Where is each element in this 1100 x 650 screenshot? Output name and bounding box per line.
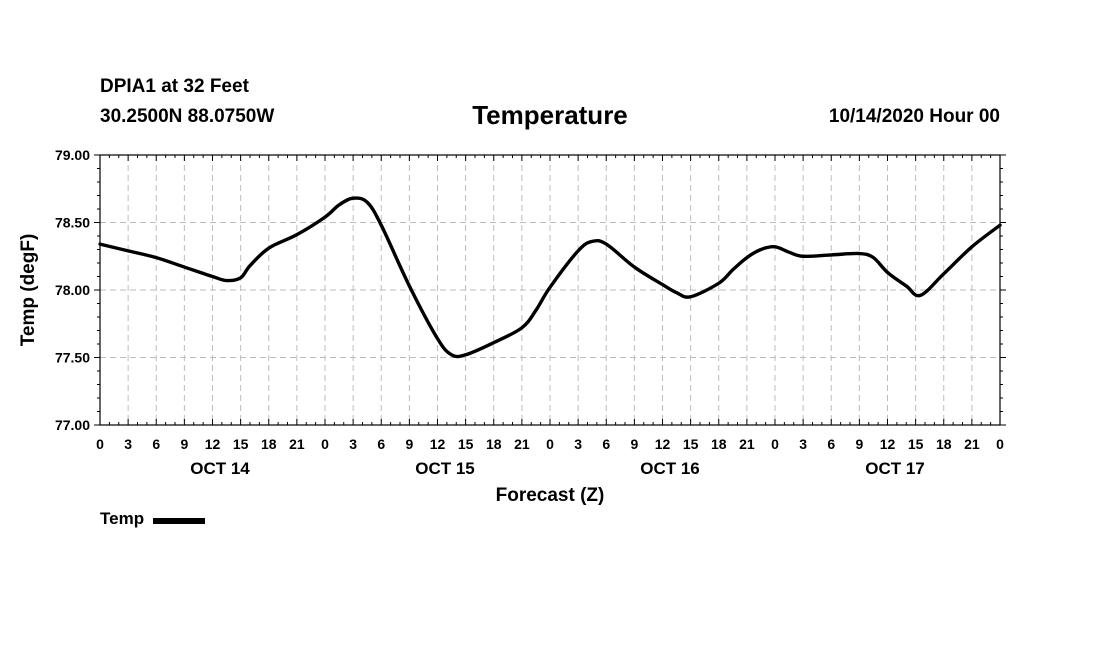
data-point-temp [662,284,663,285]
x-tick-label: 0 [996,436,1004,452]
x-tick-label: 15 [908,436,924,452]
data-point-temp [437,338,438,339]
data-point-temp [521,327,522,328]
y-tick-label: 77.50 [55,350,90,366]
data-point-temp [296,234,297,235]
data-point-temp [249,265,250,266]
data-point-temp [788,252,789,253]
station-coordinates: 30.2500N 88.0750W [100,106,275,127]
data-point-temp [887,272,888,273]
station-name: DPIA1 at 32 Feet [100,76,249,97]
x-tick-label: 18 [936,436,952,452]
x-tick-label: 12 [430,436,446,452]
data-point-temp [493,342,494,343]
x-tick-label: 15 [458,436,474,452]
x-tick-label: 6 [377,436,385,452]
data-point-temp [99,244,100,245]
data-point-temp [718,283,719,284]
data-point-temp [451,354,452,355]
data-point-temp [634,266,635,267]
x-tick-label: 3 [124,436,132,452]
date-label: OCT 14 [190,459,250,478]
y-tick-label: 78.00 [55,282,90,298]
x-tick-label: 9 [180,436,188,452]
x-tick-label: 6 [827,436,835,452]
x-tick-label: 21 [964,436,980,452]
x-tick-label: 18 [261,436,277,452]
date-label: OCT 15 [415,459,475,478]
x-tick-label: 3 [349,436,357,452]
data-point-temp [831,254,832,255]
legend-label-temp: Temp [100,509,145,528]
x-tick-label: 0 [546,436,554,452]
legend-swatch-temp [153,517,206,524]
x-tick-label: 0 [771,436,779,452]
data-point-temp [212,276,213,277]
x-tick-label: 9 [630,436,638,452]
y-tick-label: 79.00 [55,147,90,163]
x-tick-label: 6 [152,436,160,452]
x-tick-label: 6 [602,436,610,452]
date-label: OCT 17 [865,459,925,478]
x-tick-label: 0 [321,436,329,452]
data-point-temp [592,241,593,242]
data-point-temp [268,248,269,249]
forecast-issue-time: 10/14/2020 Hour 00 [828,106,1000,127]
x-tick-label: 12 [880,436,896,452]
data-point-temp [324,217,325,218]
x-tick-label: 18 [711,436,727,452]
data-point-temp [240,277,241,278]
date-label: OCT 16 [640,459,700,478]
data-point-temp [690,296,691,297]
data-point-temp [465,354,466,355]
x-tick-label: 21 [289,436,305,452]
data-point-temp [943,273,944,274]
x-tick-label: 9 [405,436,413,452]
data-point-temp [184,266,185,267]
data-point-temp [338,204,339,205]
y-axis-title: Temp (degF) [18,234,39,347]
x-tick-label: 21 [739,436,755,452]
data-point-temp [353,198,354,199]
data-point-temp [732,269,733,270]
x-tick-label: 12 [205,436,221,452]
x-tick-label: 18 [486,436,502,452]
data-point-temp [606,244,607,245]
x-tick-label: 9 [855,436,863,452]
x-tick-label: 15 [233,436,249,452]
chart-title: Temperature [472,100,628,130]
y-tick-label: 77.00 [55,417,90,433]
x-tick-label: 12 [655,436,671,452]
data-point-temp [803,256,804,257]
data-point-temp [999,225,1000,226]
x-axis-title: Forecast (Z) [496,485,605,506]
data-point-temp [746,257,747,258]
data-point-temp [971,246,972,247]
data-point-temp [128,250,129,251]
data-point-temp [676,292,677,293]
series-line-temp [98,196,1002,359]
legend: Temp [100,509,206,529]
data-point-temp [920,295,921,296]
data-point-temp [226,280,227,281]
x-tick-label: 15 [683,436,699,452]
data-point-temp [760,249,761,250]
x-tick-label: 3 [799,436,807,452]
data-point-temp [381,225,382,226]
x-tick-label: 21 [514,436,530,452]
x-tick-label: 3 [574,436,582,452]
x-tick-label: 0 [96,436,104,452]
data-point-temp [774,246,775,247]
data-point-temp [859,253,860,254]
data-point-temp [873,257,874,258]
data-point-temp [367,202,368,203]
data-point-temp [156,257,157,258]
data-point-temp [535,310,536,311]
data-point-temp [409,285,410,286]
data-point-temp [549,287,550,288]
data-point-temp [578,250,579,251]
y-tick-label: 78.50 [55,215,90,231]
data-point-temp [906,285,907,286]
